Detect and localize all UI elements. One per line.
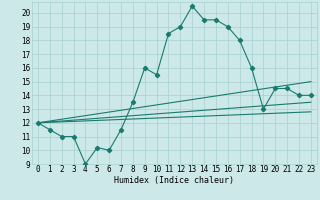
X-axis label: Humidex (Indice chaleur): Humidex (Indice chaleur) [115,176,234,185]
